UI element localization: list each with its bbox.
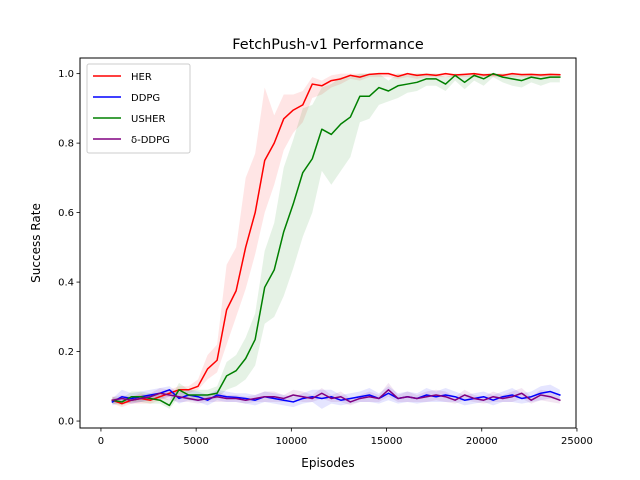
usher-line bbox=[111, 72, 561, 407]
chart-title: FetchPush-v1 Performance bbox=[232, 37, 424, 53]
usher-confidence-band bbox=[112, 73, 560, 409]
y-tick-label: 0.4 bbox=[58, 278, 74, 289]
legend: HER DDPG USHER δ-DDPG bbox=[86, 63, 191, 154]
x-tick-label: 10000 bbox=[275, 436, 307, 447]
y-tick-label: 0.2 bbox=[58, 347, 74, 358]
y-axis: 0.0 0.2 0.4 0.6 0.8 1.0 bbox=[58, 69, 80, 428]
axes-frame bbox=[79, 57, 577, 429]
legend-label-ddpg: DDPG bbox=[131, 93, 160, 104]
x-axis-label: Episodes bbox=[301, 456, 354, 470]
legend-label-usher: USHER bbox=[131, 114, 166, 125]
ddpg-confidence-band bbox=[112, 384, 560, 409]
x-tick-label: 20000 bbox=[466, 436, 498, 447]
y-tick-label: 1.0 bbox=[58, 69, 74, 80]
y-tick-label: 0.0 bbox=[58, 417, 74, 428]
y-tick-label: 0.6 bbox=[58, 208, 74, 219]
y-tick-label: 0.8 bbox=[58, 139, 74, 150]
y-axis-label: Success Rate bbox=[29, 203, 43, 283]
x-tick-label: 25000 bbox=[561, 436, 593, 447]
ddpg-line bbox=[111, 389, 561, 403]
series-lines bbox=[111, 72, 561, 407]
x-tick-label: 5000 bbox=[183, 436, 208, 447]
ddpg-line bbox=[111, 389, 561, 403]
x-axis: 0 5000 10000 15000 20000 25000 bbox=[98, 428, 593, 447]
x-tick-label: 0 bbox=[98, 436, 104, 447]
ddpg-confidence-band bbox=[112, 382, 560, 406]
x-tick-label: 15000 bbox=[371, 436, 403, 447]
legend-label-ddpg: δ-DDPG bbox=[131, 135, 170, 146]
legend-label-her: HER bbox=[131, 72, 152, 83]
her-line bbox=[111, 72, 561, 405]
plot-area bbox=[111, 72, 561, 409]
legend-box bbox=[86, 63, 191, 154]
